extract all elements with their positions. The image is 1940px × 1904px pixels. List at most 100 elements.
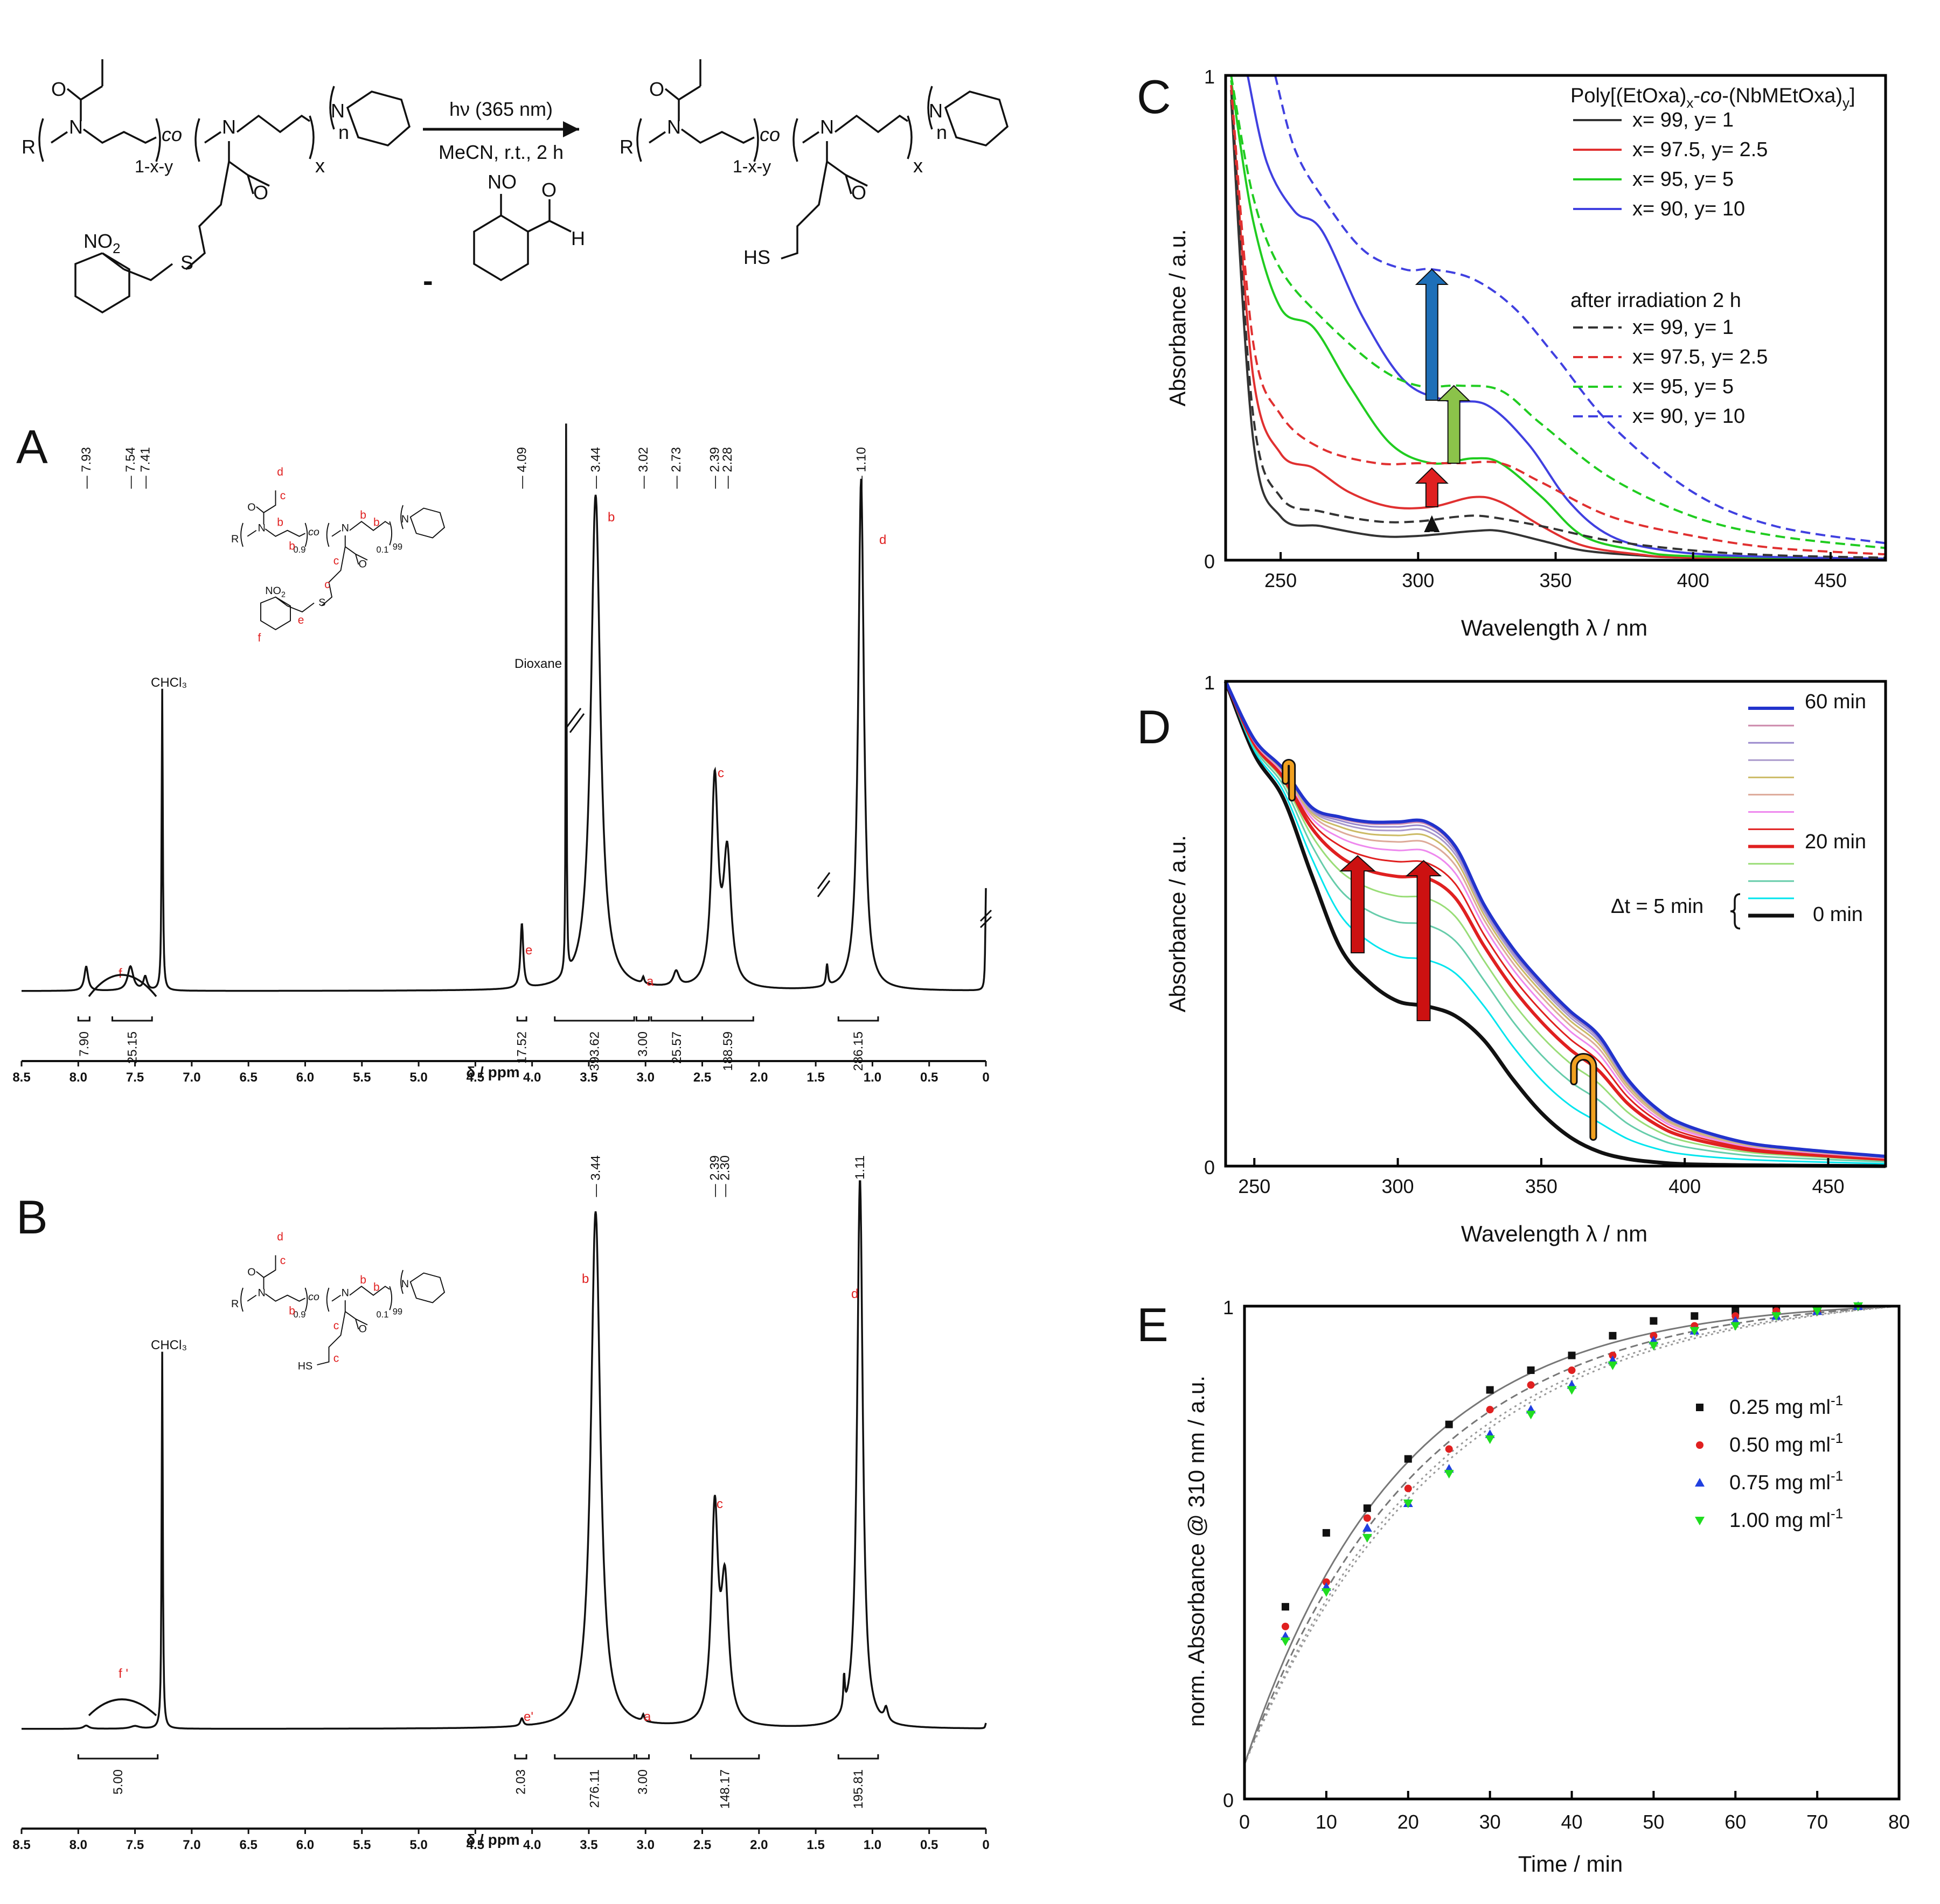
nmr-a-peak-labels: — 7.93 — 7.54— 7.41 — 4.09 — 3.44 — 3.02 — 2.…	[79, 447, 868, 489]
chart-e-xtick-label: 0	[1239, 1811, 1250, 1833]
nmr-b-solvent-chcl3: CHCl₃	[151, 1338, 187, 1352]
nmr-a-solvent-dioxane: Dioxane	[514, 657, 562, 671]
panel-label-c: C	[1137, 70, 1171, 123]
nmr-a-struct-no2: NO2	[265, 585, 286, 599]
chart-d-xtick-label: 400	[1668, 1175, 1701, 1197]
nmr-a-integral-value: 393.62	[587, 1031, 602, 1071]
nmr_B-tick-label: 0	[982, 1838, 989, 1852]
nmr_A-tick-label: 3.5	[580, 1070, 597, 1085]
side-chain	[185, 161, 230, 270]
nmr_A-tick-label: 1.5	[806, 1070, 824, 1085]
chart-e-point	[1363, 1504, 1371, 1512]
nmr-b-integral-value: 276.11	[587, 1769, 602, 1808]
chart-d-ylabel: Absorbance / a.u.	[1165, 835, 1190, 1012]
oxygen-label: O	[51, 78, 66, 100]
chart-e-point	[1608, 1361, 1618, 1370]
uv-vis-chart-d: 250 300 350 400 450 0 1 Wavelength λ / nm Ab…	[1165, 672, 1887, 1246]
nmr-a-struct-o: O	[247, 501, 255, 513]
nmr_A-tick-label: 2.5	[693, 1070, 711, 1085]
nmr-a-struct-sub3: 99	[393, 542, 402, 552]
nmr_B-tick-label: 1.0	[864, 1838, 881, 1852]
nmr-a-integral-bracket	[554, 1016, 635, 1022]
x-subscript: x	[315, 155, 325, 177]
panel-label-b: B	[16, 1190, 48, 1244]
nmr-b-integral-bracket	[690, 1754, 760, 1760]
chart-e-point	[1362, 1534, 1372, 1543]
chart-e-xtick-label: 80	[1888, 1811, 1910, 1833]
nmr-b-struct-sub1: 0.9	[294, 1310, 306, 1320]
chart-d-xtick-label: 250	[1238, 1175, 1270, 1197]
nmr-a-struct-n3: N	[401, 513, 409, 525]
nmr-b-struct-sub2: 0.1	[377, 1310, 389, 1320]
nmr-a-assign-f: f	[119, 966, 122, 981]
nmr-a-integral-value: 3.00	[636, 1031, 650, 1057]
chart-e-point	[1568, 1366, 1576, 1374]
nmr-a-struct-r: R	[231, 533, 239, 545]
co-label-2: co	[760, 123, 780, 145]
chart-e-point	[1568, 1351, 1576, 1359]
nmr-a-integral-bracket	[516, 1016, 527, 1022]
chart-d-series-line	[1225, 681, 1886, 1159]
byproduct-minus: -	[423, 263, 433, 297]
nmr-a-struct-lbl-d: d	[277, 466, 283, 478]
chart-d-hook-arrow-outline	[1570, 1053, 1597, 1141]
chart-c-arrow	[1415, 467, 1449, 507]
chart-c-xtick-label: 350	[1539, 569, 1572, 591]
nmr-a-integral-value: 188.59	[721, 1031, 735, 1071]
nmr_A-tick-label: 7.0	[183, 1070, 200, 1085]
nmr-b-struct-lbl-c2: c	[333, 1320, 339, 1332]
nmr_B-tick-label: 5.5	[353, 1838, 371, 1852]
chart-c-ylabel: Absorbance / a.u.	[1165, 229, 1190, 406]
chart-e-point	[1732, 1312, 1740, 1320]
chart-e-point	[1567, 1386, 1577, 1395]
nmr-a-peak-label: — 7.54	[123, 447, 138, 489]
chart-e-legend-label: 0.25 mg ml-1	[1729, 1392, 1843, 1419]
panel-label-a: A	[16, 420, 48, 473]
nmr-a-integral-value: 25.57	[670, 1031, 684, 1064]
nmr-a-struct-lbl-c2: c	[333, 555, 339, 567]
chart-d-legend-interval: Δt = 5 min	[1611, 895, 1703, 918]
chart-c-legend-label: x= 90, y= 10	[1632, 198, 1745, 220]
chart-c-arrow	[1437, 385, 1471, 464]
nmr-b-struct-sub3: 99	[393, 1307, 402, 1317]
nmr-a-integrals: 7.90 25.15 17.52 393.62 3.00 25.57 188.59 286.1…	[77, 1016, 879, 1071]
chart-e-point	[1730, 1322, 1741, 1331]
chart-e-fits	[1243, 1305, 1900, 1765]
chart-e-point	[1689, 1327, 1700, 1336]
chart-d-legend-0: 0 min	[1813, 903, 1863, 926]
nmr-a-struct-sub1: 0.9	[294, 545, 306, 555]
nmr-b-integral-bracket	[554, 1754, 635, 1760]
nmr-b-integral-bracket	[837, 1754, 879, 1760]
chart-e-point	[1403, 1500, 1413, 1508]
nitroso-label: NO	[488, 171, 517, 193]
nmr-a-assign-b: b	[608, 510, 615, 525]
nmr-a-peak-label: — 2.28	[720, 447, 735, 489]
nmr-a-struct-lbl-b4: b	[373, 517, 380, 529]
nmr_A-tick-label: 6.5	[239, 1070, 257, 1085]
r-group-label: R	[22, 136, 36, 158]
nmr-a-axis-breaks	[566, 708, 992, 929]
chart-d-series-line	[1225, 681, 1886, 1163]
nmr-b-integral-value: 3.00	[636, 1769, 650, 1795]
chart-c-x-ticks: 250 300 350 400 450	[1264, 552, 1847, 591]
nmr_A-tick-label: 2.0	[750, 1070, 768, 1085]
nmr-a-structure: R N O co N O N S NO2 0.9 0.1 99 d c b b …	[231, 466, 446, 644]
nmr-a-integral-value: 25.15	[125, 1031, 140, 1064]
nmr-a-integral-bracket	[635, 1016, 650, 1022]
nmr-a-struct-lbl-c3: c	[324, 578, 330, 591]
nmr-b-trace	[22, 1180, 987, 1730]
chart-e-xtick-label: 40	[1561, 1811, 1582, 1833]
chart-e-point	[1609, 1351, 1617, 1359]
chart-e-fit-curve	[1243, 1305, 1900, 1765]
chart-e-point	[1445, 1445, 1453, 1453]
nmr-b-assign-f: f '	[119, 1666, 128, 1681]
chart-d-series	[1223, 680, 1886, 1168]
nmr-a-assign-c: c	[718, 766, 724, 780]
chart-d-series-line	[1225, 681, 1886, 1164]
x-subscript-2: x	[913, 155, 923, 177]
nmr_A-tick-label: 0	[982, 1070, 989, 1085]
nmr-b-struct-n3: N	[401, 1278, 409, 1290]
nmr_B-tick-label: 2.5	[693, 1838, 711, 1852]
chart-c-series	[1230, 75, 1886, 561]
nmr-b-assign-b: b	[582, 1272, 589, 1286]
